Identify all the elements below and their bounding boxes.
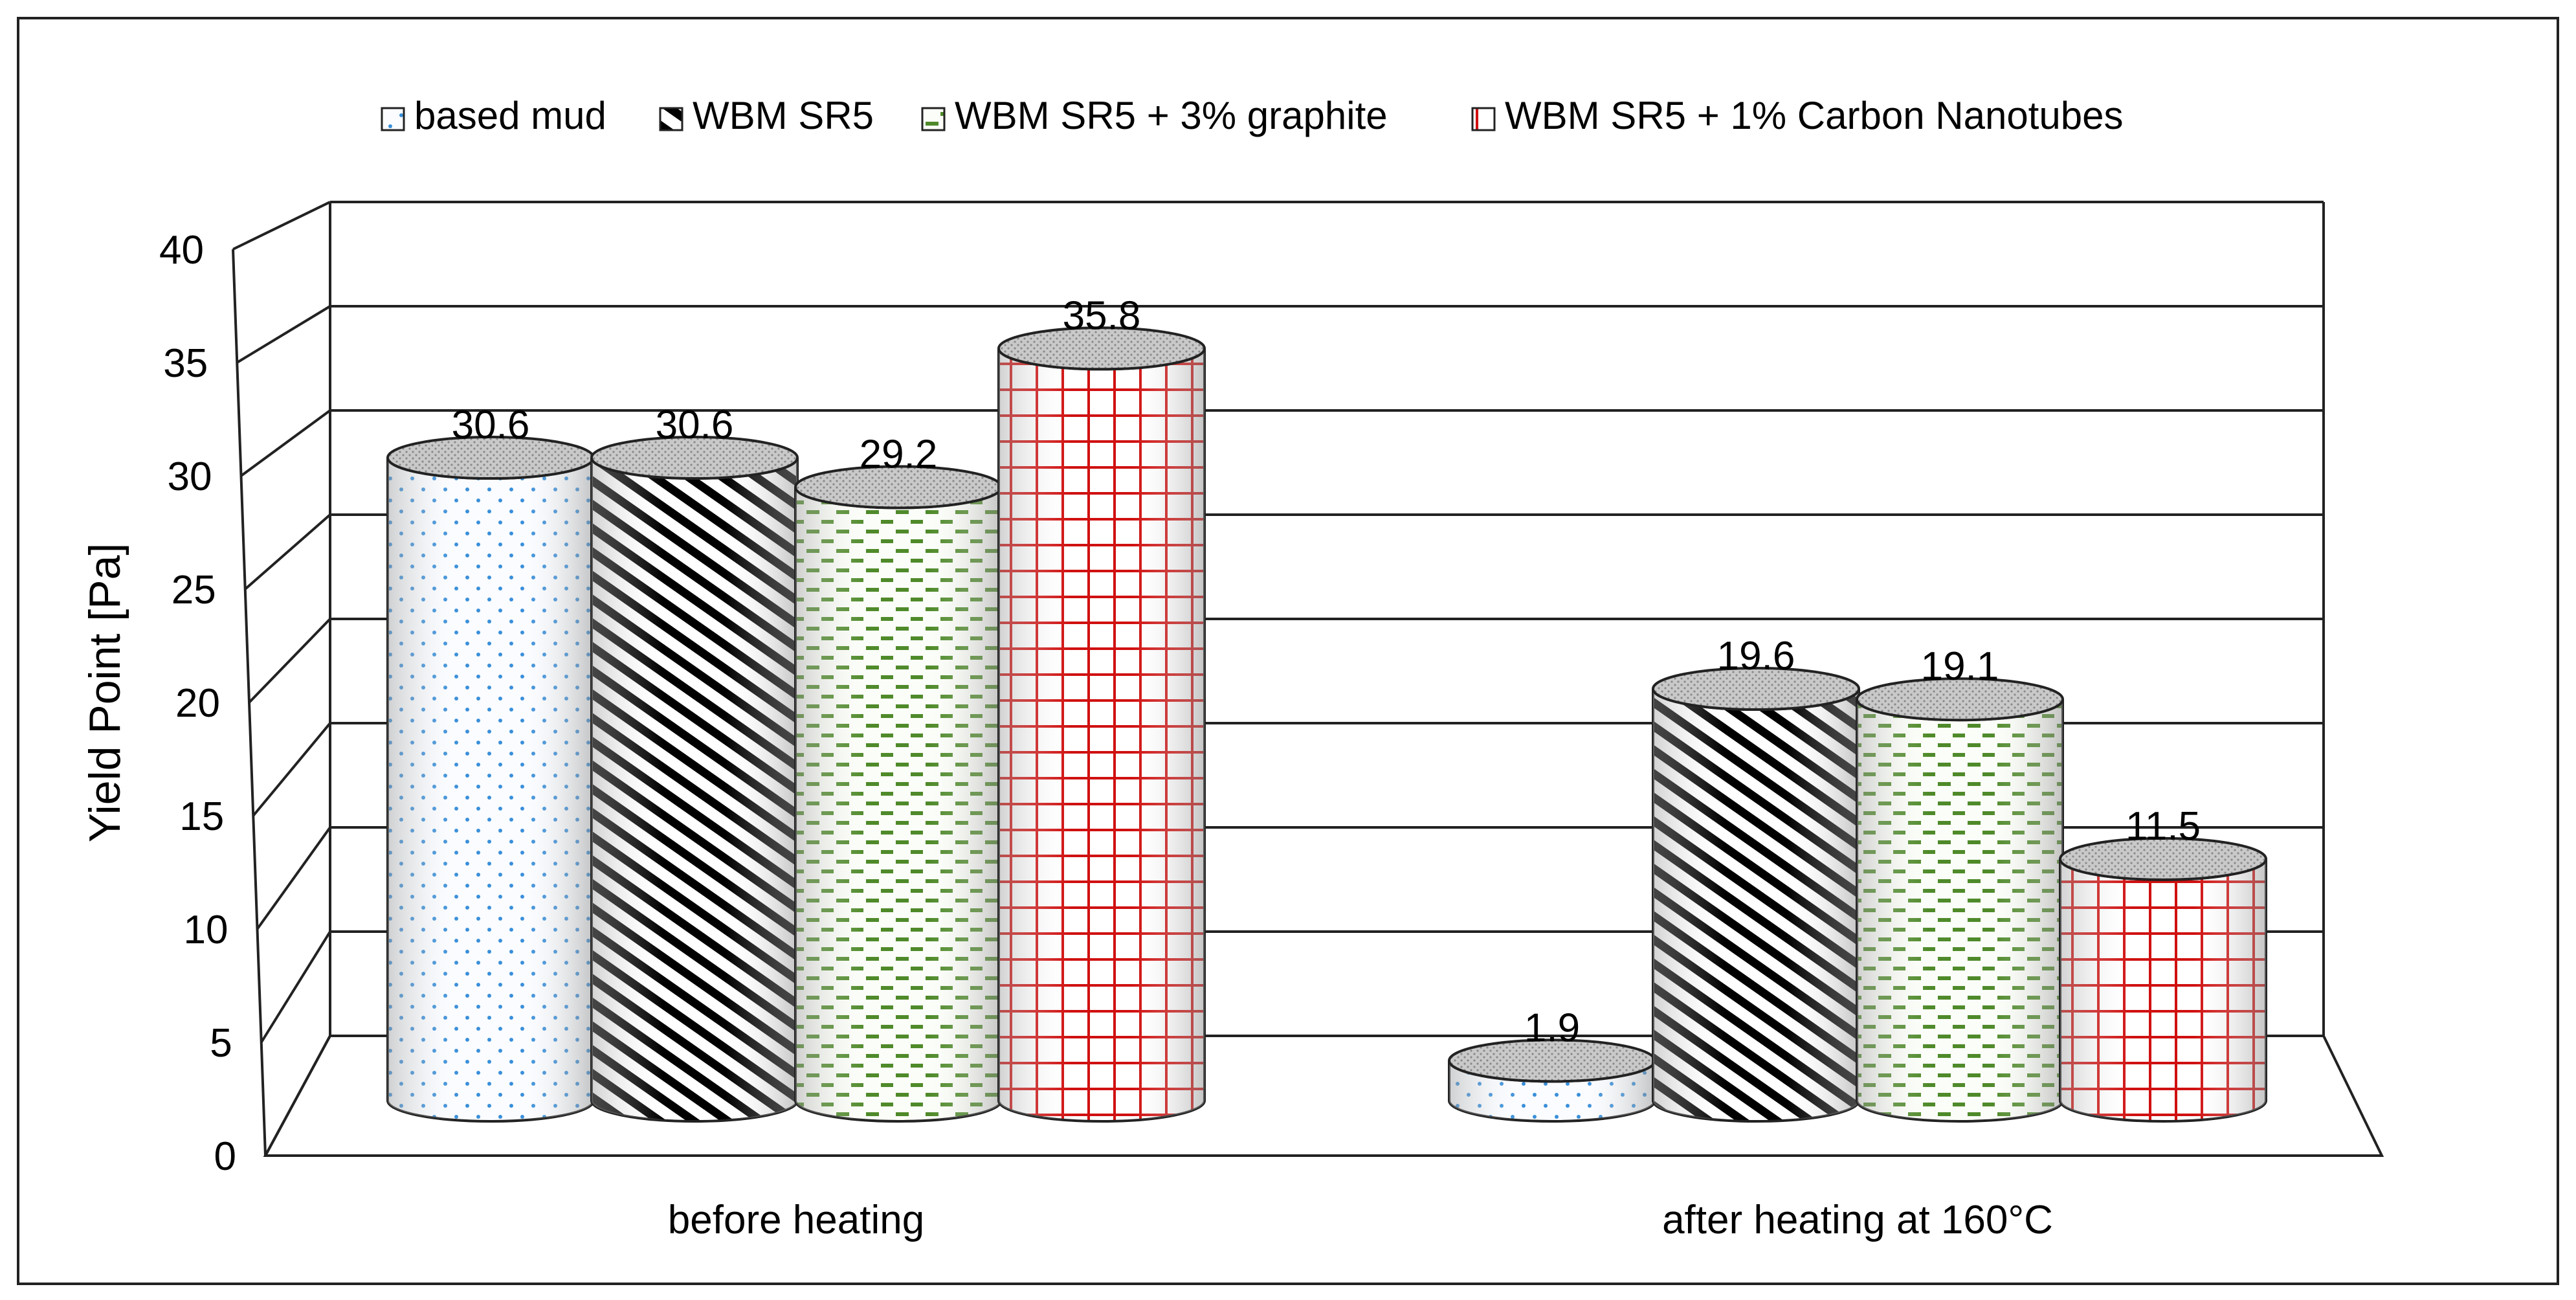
legend-label: WBM SR5 + 1% Carbon Nanotubes — [1505, 94, 2123, 137]
y-axis-label: Yield Point [Pa] — [80, 543, 129, 842]
bar-shading — [795, 487, 1001, 1121]
bar-cylinder — [1652, 666, 1860, 1123]
bar-top — [590, 436, 799, 480]
x-tick-label: before heating — [668, 1198, 924, 1242]
gridline-side — [240, 409, 331, 477]
bar-top — [1652, 666, 1860, 711]
bar-cylinder — [794, 465, 1003, 1123]
y-tick-label: 20 — [175, 681, 220, 726]
data-label: 35.8 — [1063, 293, 1141, 338]
gridline-side — [232, 201, 331, 251]
bar-shading — [1653, 688, 1859, 1121]
bar-shading — [1857, 699, 2063, 1121]
gridline-side — [256, 826, 331, 930]
bar-shading — [1449, 1060, 1655, 1121]
y-tick-label: 15 — [179, 794, 224, 839]
bar-cylinder — [997, 326, 1206, 1123]
legend-swatch — [381, 107, 405, 131]
data-label: 29.2 — [860, 432, 938, 476]
bar-cylinder — [590, 436, 799, 1123]
bar-cylinder — [2059, 836, 2267, 1123]
y-tick-label: 0 — [214, 1134, 236, 1179]
legend-item: based mud — [381, 94, 606, 137]
gridline-side — [252, 722, 331, 817]
y-tick-label: 40 — [159, 228, 204, 273]
data-label: 11.5 — [2126, 804, 2201, 849]
legend-swatch — [921, 107, 946, 131]
data-label: 30.6 — [452, 403, 530, 447]
gridline-side — [236, 305, 331, 364]
y-tick-label: 25 — [172, 568, 216, 612]
legend-label: based mud — [414, 94, 606, 137]
bar-cylinder — [386, 436, 595, 1123]
y-axis-ticks: 0 5 10 15 20 25 30 35 40 — [159, 228, 236, 1179]
gridline-side — [260, 930, 331, 1044]
bar-top — [2059, 836, 2267, 881]
gridline-side — [248, 618, 331, 704]
bar-cylinder — [1448, 1038, 1656, 1123]
bar-shading — [2060, 858, 2266, 1121]
y-tick-label: 10 — [184, 908, 228, 952]
legend-swatch — [1471, 107, 1496, 131]
legend-item: WBM SR5 + 1% Carbon Nanotubes — [1471, 94, 2123, 137]
legend: based mud WBM SR5 WBM SR5 + 3% graphite WBM… — [381, 94, 2123, 137]
y-tick-label: 5 — [210, 1021, 232, 1066]
bar-shading — [999, 348, 1205, 1121]
legend-item: WBM SR5 + 3% graphite — [921, 94, 1388, 137]
bar-cylinder — [1856, 677, 2064, 1123]
legend-label: WBM SR5 — [693, 94, 874, 137]
legend-swatch — [659, 107, 683, 131]
bars — [386, 326, 2267, 1123]
data-label: 30.6 — [656, 403, 734, 447]
y-tick-label: 35 — [163, 341, 208, 386]
bar-shading — [388, 458, 594, 1121]
x-axis-ticks: before heating after heating at 160°C — [668, 1198, 2053, 1242]
data-label: 19.1 — [1921, 644, 1999, 689]
data-label: 19.6 — [1717, 634, 1795, 678]
legend-label: WBM SR5 + 3% graphite — [955, 94, 1388, 137]
bar-top — [1856, 677, 2064, 722]
bar-shading — [592, 458, 797, 1121]
legend-item: WBM SR5 — [659, 94, 874, 137]
bar-top — [997, 326, 1206, 371]
y-tick-label: 30 — [168, 454, 212, 499]
gridline-side — [264, 1035, 331, 1156]
x-tick-label: after heating at 160°C — [1662, 1198, 2053, 1242]
data-labels: 30.6 30.6 29.2 35.8 1.9 19.6 19.1 11.5 — [452, 293, 2201, 1050]
data-label: 1.9 — [1524, 1005, 1580, 1050]
gridline-side — [244, 513, 331, 590]
